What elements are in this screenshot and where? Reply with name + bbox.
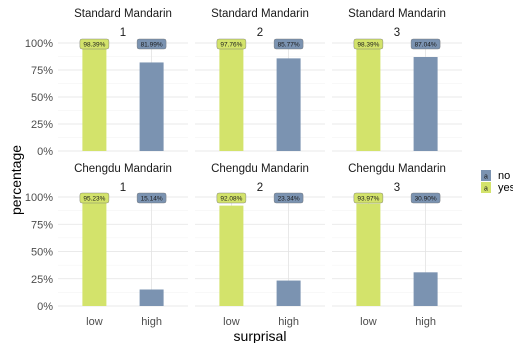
value-label-box-high (273, 38, 304, 50)
y-tick-label: 75% (31, 219, 53, 231)
panel-5: Chengdu Mandarin 2 92.08% 23.34% low high (195, 163, 325, 328)
strip-dialect: Standard Mandarin (74, 8, 172, 20)
value-label-high: 30.90% (415, 195, 437, 202)
y-tick-label: 100% (25, 192, 53, 204)
bar-high (139, 62, 164, 151)
panels: Standard Mandarin 1 98.39% 81.99% 0% 25% 50% 75… (25, 8, 462, 328)
value-label-box-high (410, 192, 441, 204)
value-label-box-high (136, 192, 167, 204)
value-label-high: 81.99% (141, 41, 163, 48)
value-label-box-low (353, 38, 384, 50)
value-label-box-low (216, 192, 247, 204)
value-label-box-high (410, 38, 441, 50)
value-label-box-low (79, 38, 110, 50)
panel-2: Standard Mandarin 2 97.76% 85.77% (195, 8, 325, 152)
bar-high (276, 58, 301, 151)
y-tick-label: 50% (31, 92, 53, 104)
legend-label-no: no (498, 170, 510, 182)
bar-high (413, 272, 438, 306)
x-tick-label: low (86, 316, 103, 328)
value-label-low: 98.39% (83, 41, 105, 48)
bar-high (413, 56, 438, 152)
value-label-low: 95.23% (83, 195, 105, 202)
value-label-box-high (273, 192, 304, 204)
value-label-box-high (136, 38, 167, 50)
y-tick-label: 75% (31, 65, 53, 77)
panel-1: Standard Mandarin 1 98.39% 81.99% 0% 25% 50% 75… (25, 8, 188, 158)
strip-index: 2 (257, 27, 263, 39)
y-axis-title: percentage (8, 145, 24, 215)
y-tick-label: 25% (31, 119, 53, 131)
panel-4: Chengdu Mandarin 1 95.23% 15.14% 0% 25% 50% 75%… (25, 163, 188, 328)
bar-low (356, 44, 381, 151)
strip-index: 3 (394, 27, 400, 39)
value-label-low: 97.76% (220, 41, 242, 48)
bar-low (219, 45, 244, 151)
panel-3: Standard Mandarin 3 98.39% 87.04% (332, 8, 462, 152)
strip-index: 2 (257, 182, 263, 194)
value-label-high: 87.04% (415, 41, 437, 48)
value-label-low: 92.08% (220, 195, 242, 202)
y-tick-label: 100% (25, 38, 53, 50)
strip-dialect: Chengdu Mandarin (74, 163, 172, 175)
bar-low (356, 203, 381, 306)
value-label-high: 23.34% (278, 195, 300, 202)
value-label-low: 93.97% (357, 195, 379, 202)
y-tick-label: 0% (37, 146, 53, 158)
x-tick-label: high (278, 316, 299, 328)
value-label-box-low (79, 192, 110, 204)
bar-low (82, 202, 107, 306)
panel-6: Chengdu Mandarin 3 93.97% 30.90% low high (332, 163, 462, 328)
bar-high (139, 289, 164, 306)
legend: a no a yes (481, 170, 513, 194)
bar-low (219, 205, 244, 306)
y-tick-label: 50% (31, 247, 53, 259)
x-tick-label: low (223, 316, 240, 328)
legend-label-yes: yes (498, 182, 513, 194)
x-axis-title: surprisal (234, 328, 287, 343)
legend-key-no (481, 170, 491, 181)
bar-high (276, 280, 301, 306)
value-label-box-low (216, 38, 247, 50)
strip-index: 3 (394, 182, 400, 194)
legend-key-glyph: a (484, 174, 488, 181)
x-tick-label: high (141, 316, 162, 328)
value-label-low: 98.39% (357, 41, 379, 48)
strip-index: 1 (120, 27, 126, 39)
legend-key-yes (481, 182, 491, 193)
value-label-high: 15.14% (141, 195, 163, 202)
x-tick-label: high (415, 316, 436, 328)
y-tick-label: 25% (31, 274, 53, 286)
bar-low (82, 44, 107, 151)
strip-dialect: Standard Mandarin (211, 8, 309, 20)
strip-dialect: Standard Mandarin (348, 8, 446, 20)
value-label-high: 85.77% (278, 41, 300, 48)
x-tick-label: low (360, 316, 377, 328)
value-label-box-low (353, 192, 384, 204)
y-tick-label: 0% (37, 301, 53, 313)
strip-index: 1 (120, 182, 126, 194)
strip-dialect: Chengdu Mandarin (211, 163, 309, 175)
legend-key-glyph: a (484, 186, 488, 193)
strip-dialect: Chengdu Mandarin (348, 163, 446, 175)
